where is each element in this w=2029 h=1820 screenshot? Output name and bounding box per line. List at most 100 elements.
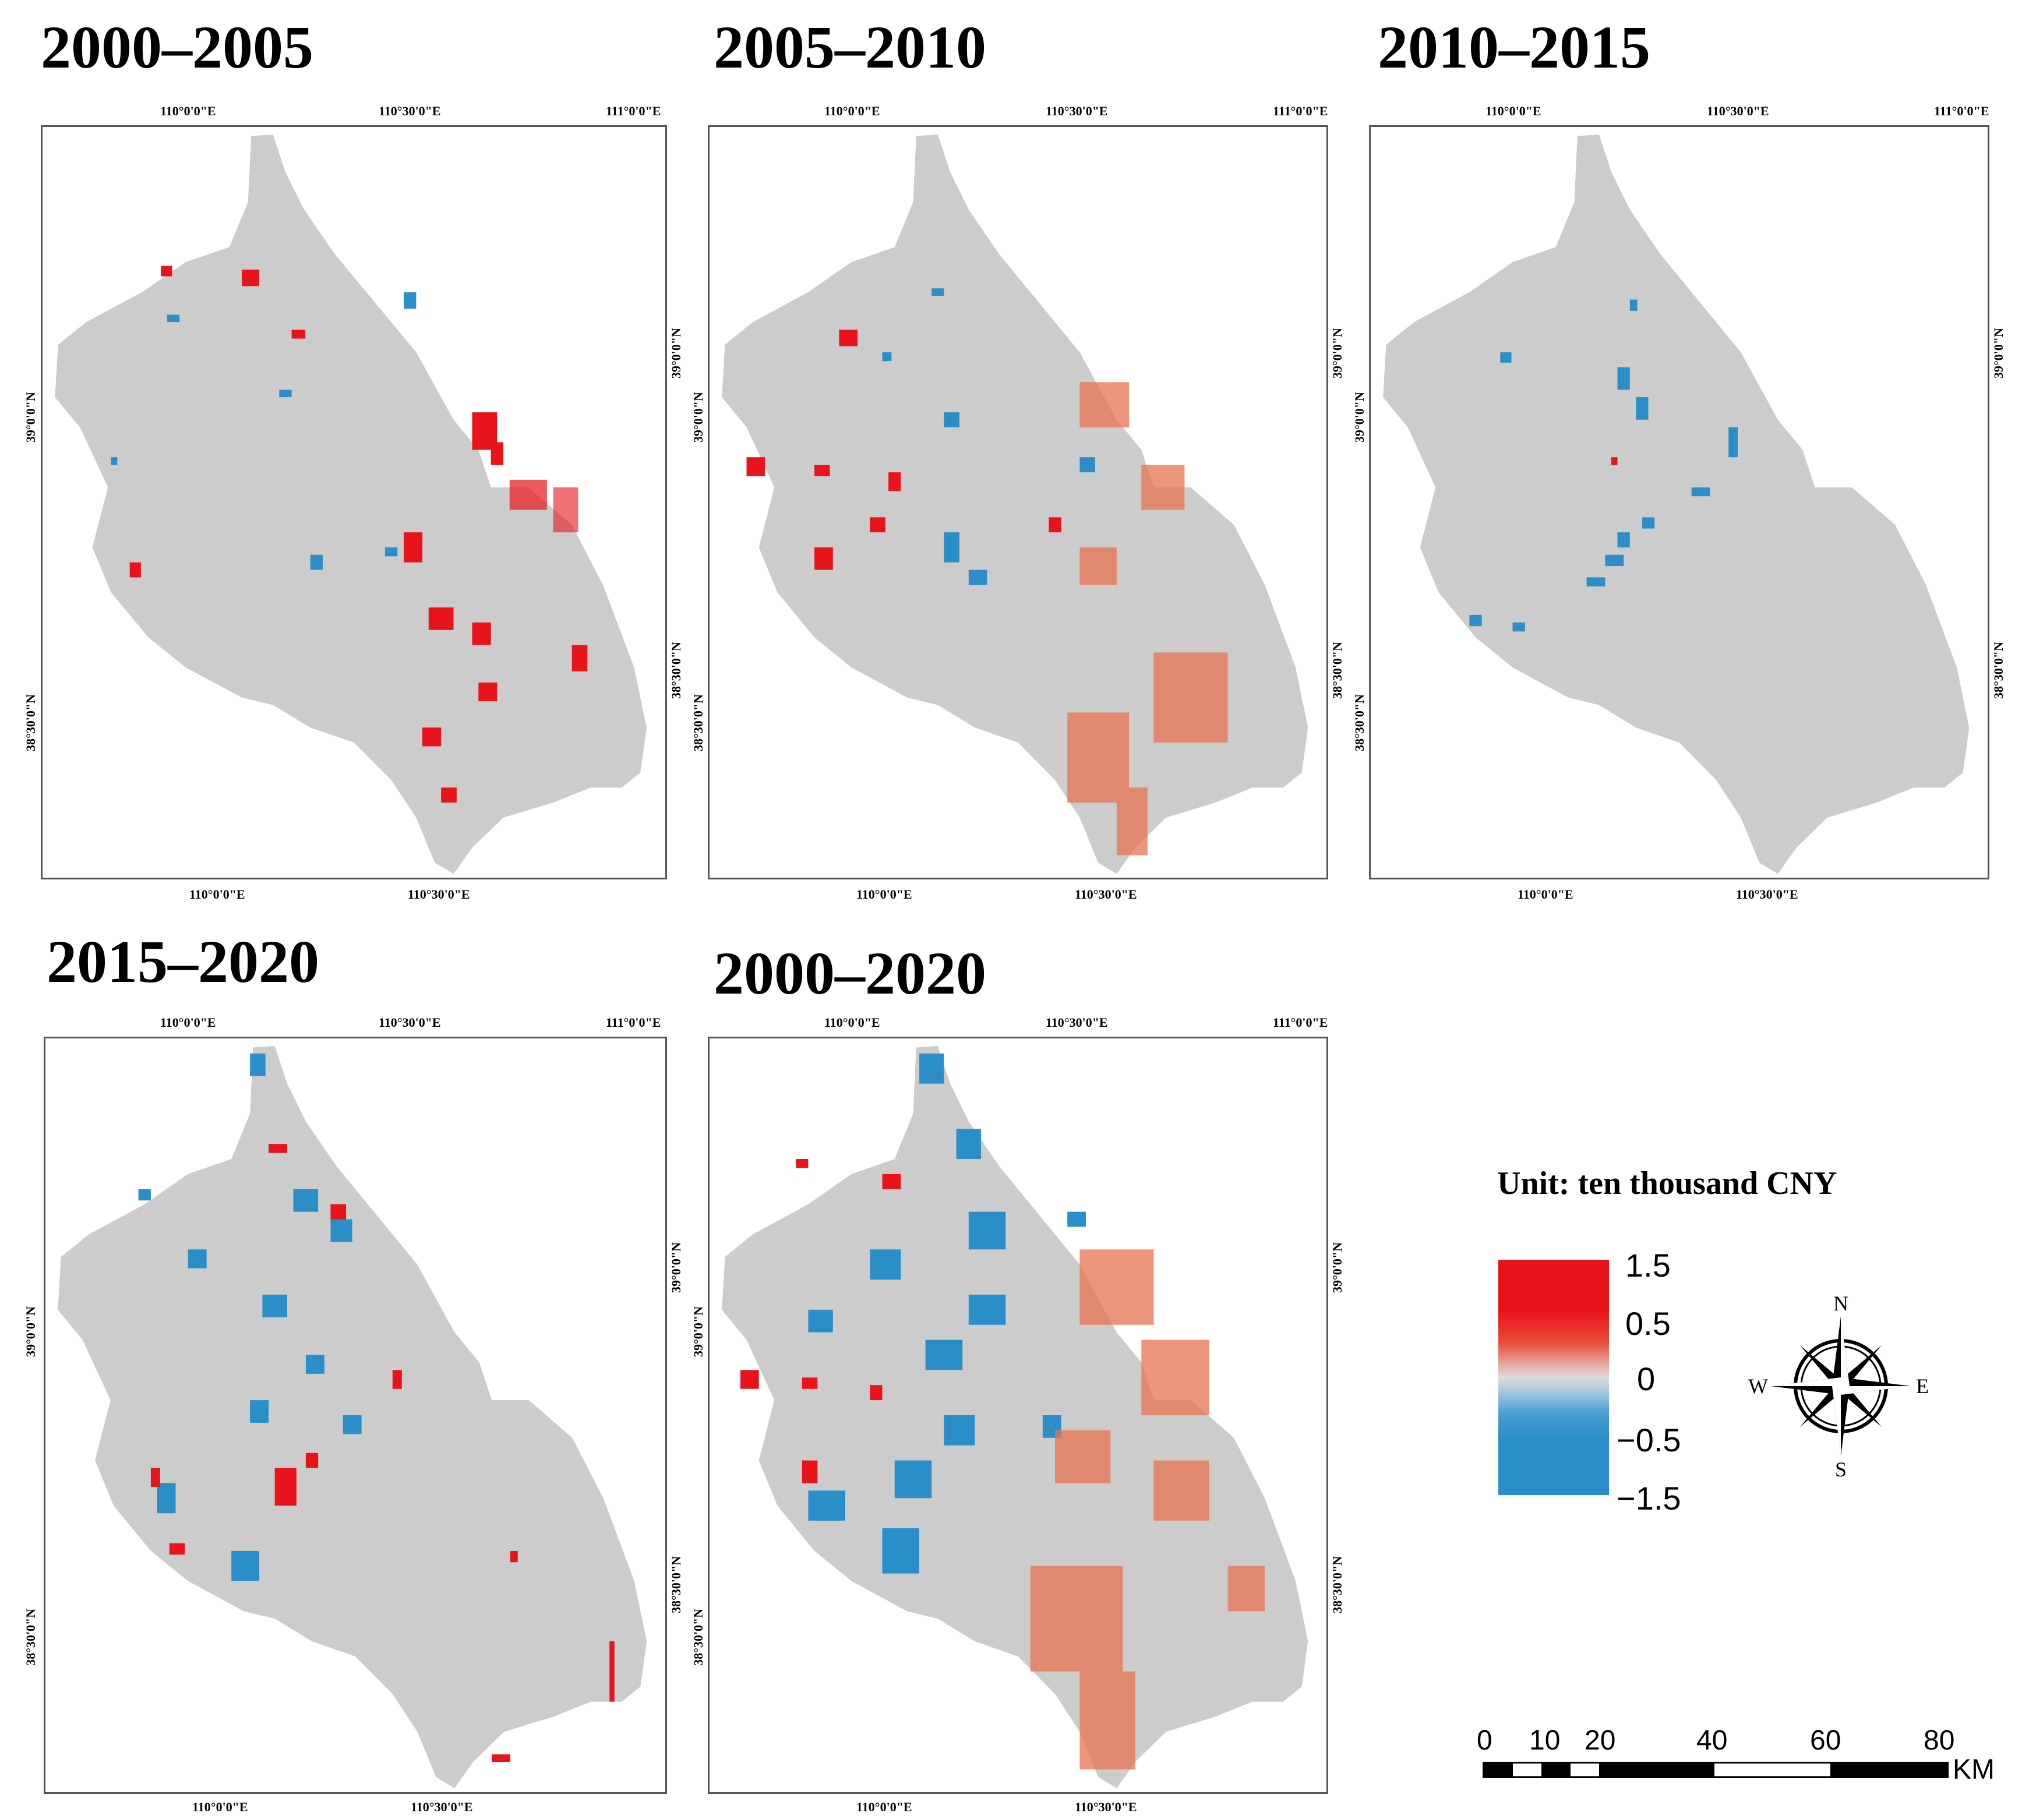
decrease-patches bbox=[808, 1053, 1086, 1574]
increase-light-patches bbox=[1030, 1249, 1265, 1770]
left-tick: 38°30'0"N bbox=[23, 694, 38, 751]
scale-tick-label: 80 bbox=[1924, 1725, 1955, 1756]
increase-patches bbox=[1611, 457, 1618, 465]
decrease-patches bbox=[882, 288, 1095, 585]
right-tick: 38°30'0"N bbox=[1991, 641, 2006, 699]
decrease-patches bbox=[111, 292, 417, 570]
panel-title-2010-2015: 2010–2015 bbox=[1378, 14, 1650, 81]
top-tick: 110°30'0"E bbox=[1046, 1015, 1108, 1030]
legend-label: −0.5 bbox=[1617, 1422, 1681, 1458]
increase-light-patches bbox=[1067, 382, 1228, 856]
decrease-patches bbox=[138, 1053, 362, 1581]
map-frame-2000-2005 bbox=[41, 125, 667, 879]
compass-e: E bbox=[1916, 1374, 1929, 1398]
scale-segment bbox=[1484, 1764, 1513, 1776]
color-scale-bar bbox=[1498, 1260, 1609, 1495]
bottom-tick: 110°0'0"E bbox=[856, 1800, 912, 1814]
top-tick: 110°0'0"E bbox=[824, 104, 880, 118]
left-tick: 38°30'0"N bbox=[1352, 694, 1367, 751]
left-tick: 38°30'0"N bbox=[691, 694, 705, 751]
study-region-outline bbox=[722, 134, 1308, 874]
bottom-tick: 110°0'0"E bbox=[189, 887, 245, 902]
bottom-tick: 110°0'0"E bbox=[856, 887, 912, 902]
study-region-map bbox=[722, 1045, 1308, 1789]
bottom-tick: 110°30'0"E bbox=[1075, 1800, 1137, 1814]
right-tick: 39°0'0"N bbox=[1330, 327, 1345, 379]
left-tick: 39°0'0"N bbox=[691, 1306, 705, 1357]
top-tick: 110°0'0"E bbox=[160, 1015, 216, 1030]
scale-segment bbox=[1714, 1764, 1830, 1776]
right-tick: 39°0'0"N bbox=[1330, 1242, 1345, 1293]
map-frame-2010-2015 bbox=[1369, 125, 1989, 879]
legend-label: 1.5 bbox=[1625, 1247, 1671, 1284]
bottom-tick: 110°30'0"E bbox=[408, 887, 470, 902]
left-tick: 39°0'0"N bbox=[1352, 391, 1367, 443]
decrease-patches bbox=[1469, 299, 1738, 632]
scale-segment bbox=[1570, 1764, 1599, 1776]
increase-patches bbox=[746, 330, 1061, 570]
left-tick: 39°0'0"N bbox=[691, 391, 705, 443]
left-tick: 38°30'0"N bbox=[691, 1608, 705, 1666]
top-tick: 111°0'0"E bbox=[606, 1015, 661, 1030]
top-tick: 110°30'0"E bbox=[1707, 104, 1769, 118]
right-tick: 39°0'0"N bbox=[669, 327, 683, 379]
increase-patches bbox=[150, 1144, 615, 1762]
scale-tick-label: 0 bbox=[1477, 1725, 1492, 1756]
north-arrow-compass-icon: N S E W bbox=[1748, 1293, 1929, 1479]
right-tick: 38°30'0"N bbox=[669, 641, 683, 699]
legend-title: Unit: ten thousand CNY bbox=[1497, 1165, 1837, 1201]
scale-segment bbox=[1599, 1764, 1715, 1776]
scale-unit: KM bbox=[1953, 1754, 1995, 1785]
study-region-map bbox=[722, 134, 1308, 874]
right-tick: 38°30'0"N bbox=[669, 1556, 683, 1613]
right-tick: 39°0'0"N bbox=[1991, 327, 2006, 379]
study-region-map bbox=[55, 134, 647, 874]
legend-label: 0 bbox=[1637, 1360, 1656, 1397]
compass-n: N bbox=[1833, 1293, 1848, 1315]
panel-title-2000-2020: 2000–2020 bbox=[714, 940, 986, 1007]
scale-tick-label: 10 bbox=[1529, 1725, 1561, 1756]
top-tick: 111°0'0"E bbox=[1934, 104, 1989, 118]
right-tick: 39°0'0"N bbox=[669, 1242, 683, 1293]
increase-patches bbox=[129, 266, 588, 803]
scale-tick-label: 40 bbox=[1696, 1725, 1728, 1756]
top-tick: 110°30'0"E bbox=[379, 104, 441, 118]
top-tick: 110°0'0"E bbox=[160, 104, 216, 118]
right-tick: 38°30'0"N bbox=[1330, 1556, 1345, 1613]
study-region-outline bbox=[722, 1045, 1308, 1789]
left-tick: 39°0'0"N bbox=[23, 391, 38, 443]
panel-title-2005-2010: 2005–2010 bbox=[714, 14, 986, 81]
scale-tick-label: 20 bbox=[1585, 1725, 1616, 1756]
top-tick: 111°0'0"E bbox=[606, 104, 661, 118]
study-region-map bbox=[1383, 134, 1970, 874]
study-region-outline bbox=[55, 134, 647, 874]
bottom-tick: 110°30'0"E bbox=[411, 1800, 473, 1814]
bottom-tick: 110°0'0"E bbox=[192, 1800, 248, 1814]
top-tick: 110°0'0"E bbox=[824, 1015, 880, 1030]
bottom-tick: 110°30'0"E bbox=[1736, 887, 1798, 902]
panel-title-2015-2020: 2015–2020 bbox=[47, 928, 319, 995]
top-tick: 111°0'0"E bbox=[1273, 1015, 1328, 1030]
bottom-tick: 110°0'0"E bbox=[1518, 887, 1573, 902]
top-tick: 110°30'0"E bbox=[379, 1015, 441, 1030]
map-frame-2005-2010 bbox=[708, 125, 1328, 879]
top-tick: 111°0'0"E bbox=[1273, 104, 1328, 118]
study-region-map bbox=[58, 1045, 647, 1789]
scale-segment bbox=[1830, 1764, 1947, 1776]
left-tick: 39°0'0"N bbox=[23, 1306, 38, 1357]
map-frame-2015-2020 bbox=[44, 1037, 667, 1794]
study-region-outline bbox=[1383, 134, 1970, 874]
scale-tick-label: 60 bbox=[1810, 1725, 1841, 1756]
compass-s: S bbox=[1835, 1458, 1847, 1479]
map-frame-2000-2020 bbox=[708, 1037, 1328, 1794]
right-tick: 38°30'0"N bbox=[1330, 641, 1345, 699]
increase-patches bbox=[740, 1159, 901, 1483]
bottom-tick: 110°30'0"E bbox=[1075, 887, 1137, 902]
legend-label: 0.5 bbox=[1625, 1305, 1671, 1342]
legend-label: −1.5 bbox=[1617, 1480, 1681, 1517]
scale-segment bbox=[1541, 1764, 1571, 1776]
top-tick: 110°0'0"E bbox=[1485, 104, 1541, 118]
panel-title-2000-2005: 2000–2005 bbox=[41, 14, 313, 81]
scale-bar bbox=[1483, 1762, 1949, 1778]
left-tick: 38°30'0"N bbox=[23, 1608, 38, 1666]
